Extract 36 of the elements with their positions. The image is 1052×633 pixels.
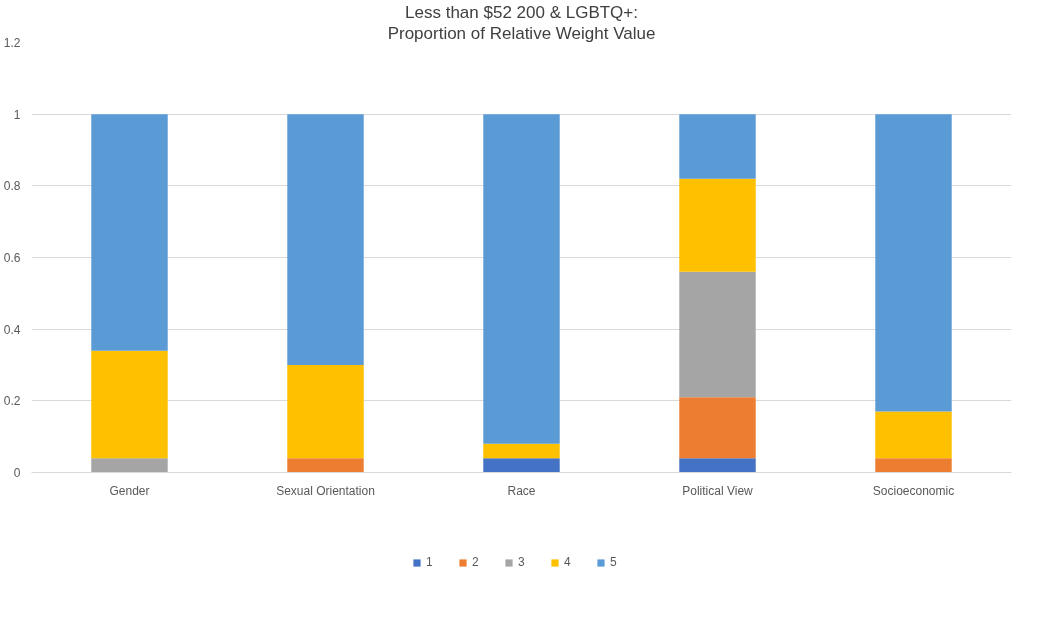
bar	[875, 114, 952, 412]
bar	[91, 458, 168, 473]
chart-title: Less than $52 200 & LGBTQ+:	[405, 2, 638, 22]
legend-label: 2	[472, 555, 480, 569]
y-tick-label: 0.8	[3, 179, 21, 194]
chart-subtitle: Proportion of Relative Weight Value	[387, 23, 656, 43]
bar	[679, 271, 756, 398]
bar	[287, 365, 364, 459]
bar	[679, 458, 756, 473]
y-tick-label: 0.4	[3, 322, 21, 337]
legend-label: 3	[518, 555, 526, 569]
legend-label: 1	[426, 555, 434, 569]
y-tick-label: 0.2	[3, 394, 21, 409]
y-tick-label: 0	[13, 466, 21, 480]
x-tick-label: Socioeconomic	[872, 483, 955, 498]
x-tick-label: Sexual Orientation	[276, 483, 375, 498]
x-tick-label: Political View	[682, 483, 754, 498]
y-tick-label: 1.2	[3, 36, 21, 50]
y-tick-label: 1	[13, 107, 21, 122]
bar	[91, 350, 168, 459]
bar	[91, 114, 168, 351]
legend-label: 4	[564, 555, 572, 569]
bar	[679, 178, 756, 272]
bar	[875, 411, 952, 459]
x-tick-label: Race	[507, 483, 536, 498]
bar	[287, 458, 364, 473]
bar	[287, 114, 364, 365]
bar	[483, 443, 560, 459]
bar	[679, 397, 756, 459]
bar	[679, 114, 756, 179]
y-tick-label: 0.6	[3, 251, 21, 265]
bar	[483, 114, 560, 444]
bar	[483, 458, 560, 473]
bar	[875, 458, 952, 473]
x-tick-label: Gender	[109, 483, 150, 498]
legend-label: 5	[610, 555, 618, 569]
